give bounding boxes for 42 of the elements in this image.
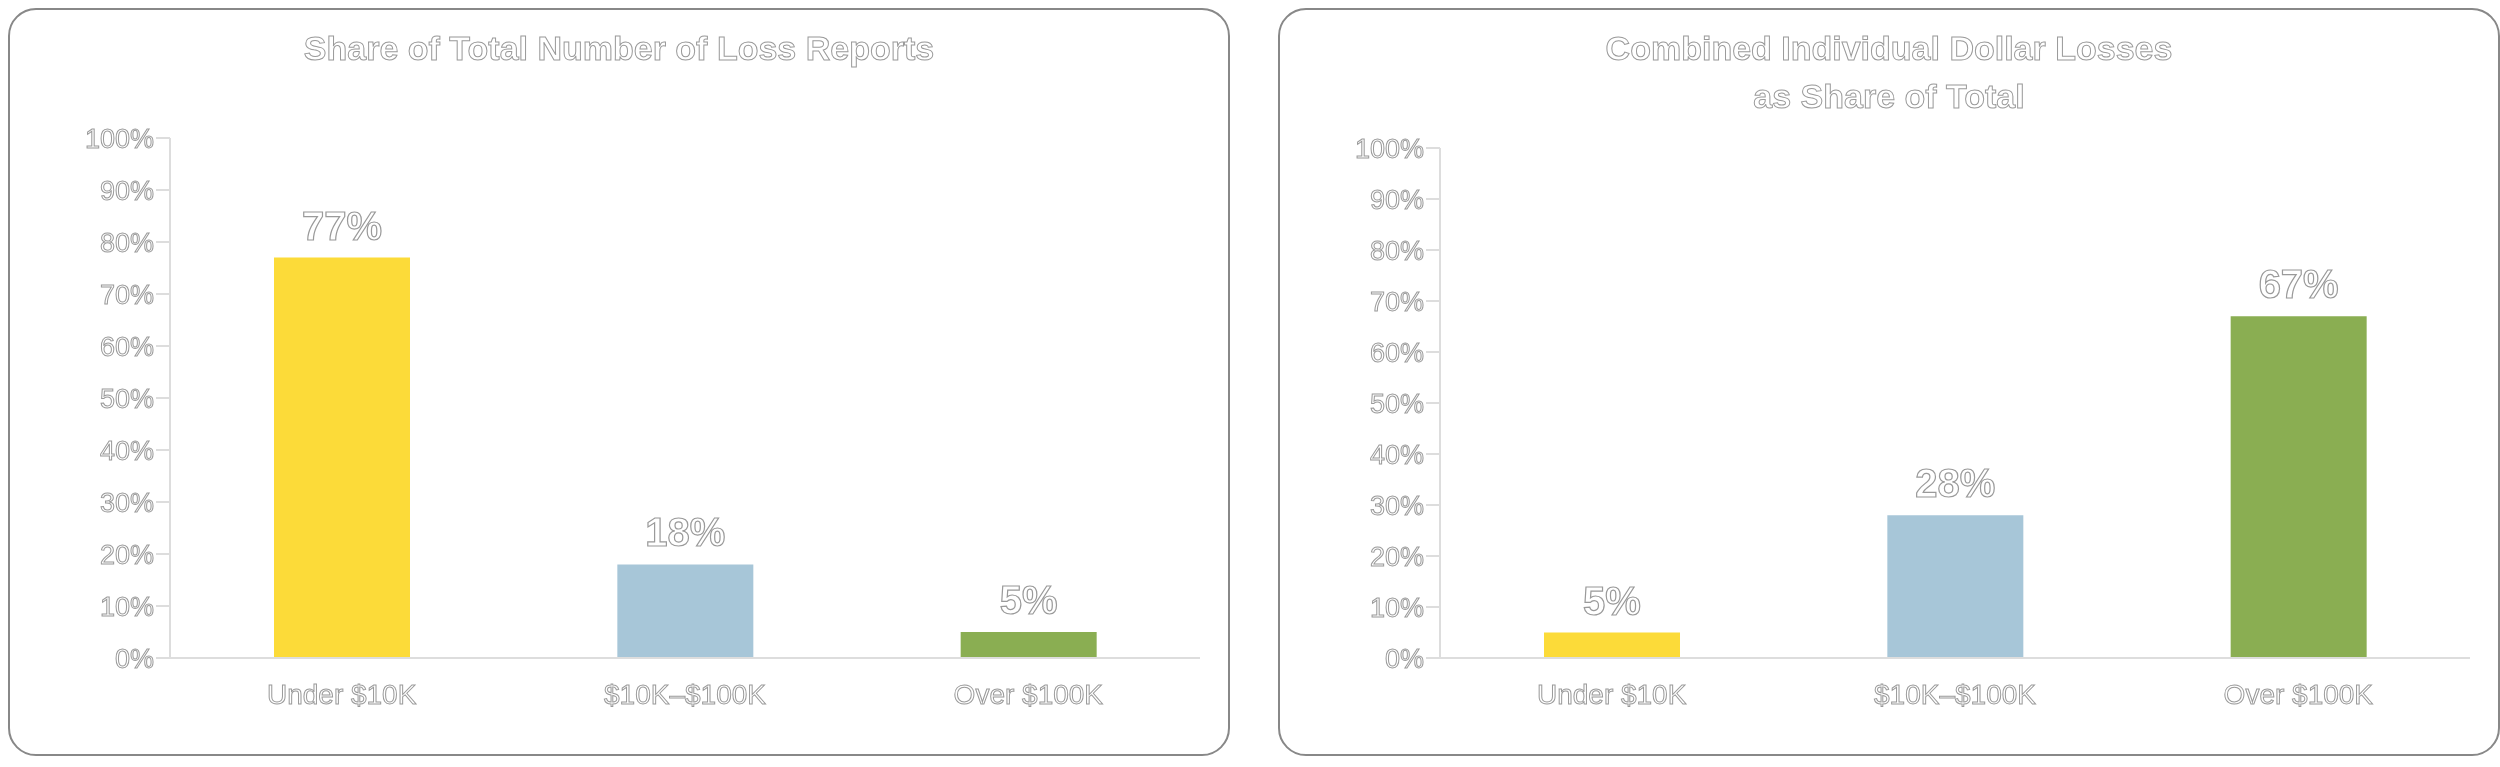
y-tick-label: 10%: [99, 591, 154, 622]
y-tick-label: 70%: [1369, 286, 1424, 317]
y-tick-label: 0%: [1384, 643, 1424, 674]
y-tick-label: 40%: [1369, 439, 1424, 470]
y-tick-label: 10%: [1369, 592, 1424, 623]
y-tick-label: 30%: [99, 487, 154, 518]
y-tick-label: 0%: [114, 643, 154, 674]
data-label: 28%: [1915, 461, 1996, 506]
x-tick-label: Under $10K: [266, 678, 417, 710]
x-tick-label: Over $100K: [2223, 678, 2374, 710]
bar: [1544, 632, 1680, 658]
data-label: 18%: [645, 510, 726, 555]
y-tick-label: 20%: [99, 539, 154, 570]
bar: [960, 632, 1097, 658]
y-tick-label: 70%: [99, 279, 154, 310]
bar: [1887, 515, 2024, 658]
data-label: 5%: [1583, 578, 1641, 623]
y-tick-label: 90%: [1369, 184, 1424, 215]
y-tick-label: 40%: [99, 435, 154, 466]
y-tick-label: 30%: [1369, 490, 1424, 521]
y-tick-label: 100%: [84, 123, 154, 154]
data-label: 67%: [2258, 262, 2339, 307]
y-tick-label: 90%: [99, 175, 154, 206]
y-tick-label: 60%: [1369, 337, 1424, 368]
y-tick-label: 100%: [1354, 133, 1424, 164]
y-tick-label: 50%: [1369, 388, 1424, 419]
bar: [274, 257, 410, 658]
y-tick-label: 80%: [1369, 235, 1424, 266]
data-label: 77%: [301, 203, 383, 248]
y-tick-label: 80%: [99, 227, 154, 258]
x-tick-label: Under $10K: [1536, 678, 1687, 710]
chart-title: Share of Total Number of Loss Reports: [302, 28, 936, 70]
bar: [617, 564, 754, 658]
chart-title: Combined Individual Dollar Losses as Share of Total: [1604, 28, 2174, 117]
x-tick-label: Over $100K: [953, 678, 1104, 710]
y-tick-label: 50%: [99, 383, 154, 414]
y-tick-label: 60%: [99, 331, 154, 362]
x-tick-label: $10K–$100K: [1874, 678, 2037, 710]
data-label: 5%: [999, 578, 1058, 622]
y-tick-label: 20%: [1369, 541, 1424, 572]
bar: [2230, 316, 2367, 658]
x-tick-label: $10K–$100K: [604, 678, 767, 710]
